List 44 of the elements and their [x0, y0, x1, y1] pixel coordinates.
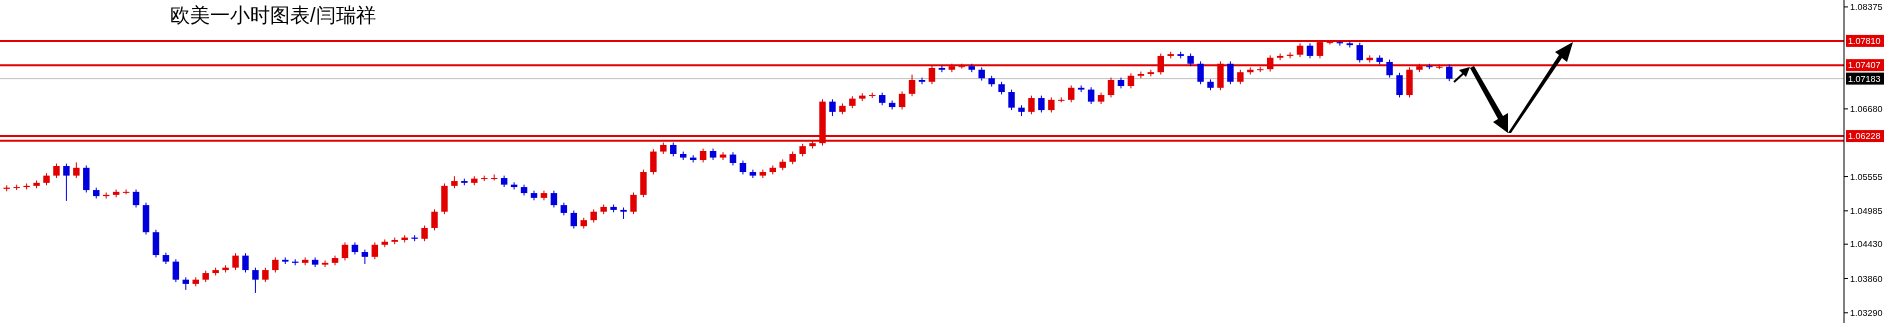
candlestick — [311, 256, 319, 268]
candlestick — [83, 164, 90, 193]
candlestick — [908, 74, 916, 97]
y-tick-label: 1.05555 — [1850, 171, 1883, 182]
candlestick — [1137, 71, 1145, 79]
candlestick — [570, 210, 578, 230]
candlestick — [918, 77, 926, 85]
ref-line-label: 1.07407 — [1848, 60, 1881, 71]
candlestick — [172, 258, 180, 283]
candlestick — [63, 163, 70, 202]
candlestick — [1396, 72, 1403, 98]
candlestick — [152, 229, 160, 258]
candlestick — [1386, 59, 1393, 79]
candlestick — [431, 208, 438, 231]
y-tick-label: 1.06680 — [1850, 104, 1883, 115]
candlestick — [1107, 77, 1115, 98]
candlestick — [898, 90, 906, 110]
candlestick — [1028, 95, 1035, 115]
candlestick — [252, 267, 259, 294]
candlestick — [1197, 60, 1204, 85]
candlestick — [242, 252, 249, 273]
candlestick — [1008, 89, 1015, 111]
chart-title: 欧美一小时图表/闫瑞祥 — [170, 4, 376, 26]
candlestick — [341, 241, 349, 261]
candlestick — [321, 259, 329, 268]
y-tick-label: 1.03290 — [1850, 307, 1883, 318]
candlestick — [938, 65, 946, 73]
candlestick — [630, 191, 637, 215]
candlestick — [361, 249, 369, 265]
candlestick — [122, 188, 130, 195]
candlestick — [132, 188, 140, 209]
y-tick-label: 1.03860 — [1850, 273, 1883, 284]
ref-line-label: 1.06228 — [1848, 131, 1881, 142]
ref-line-label: 1.07183 — [1848, 73, 1881, 84]
candlestick — [749, 169, 757, 179]
ref-line-label: 1.07810 — [1848, 36, 1881, 47]
y-tick-label: 1.04430 — [1850, 239, 1883, 250]
y-tick-label: 1.08375 — [1850, 2, 1883, 13]
candlestick — [650, 148, 657, 175]
candlestick — [640, 169, 647, 198]
candlestick — [719, 151, 727, 161]
candlestick — [1356, 42, 1363, 64]
candlestick — [1227, 60, 1234, 85]
y-tick-label: 1.04985 — [1850, 205, 1883, 216]
